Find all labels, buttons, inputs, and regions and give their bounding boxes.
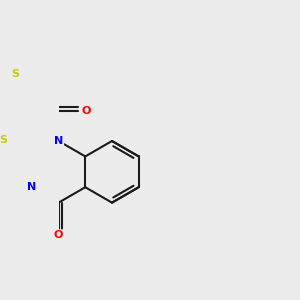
Text: O: O xyxy=(82,106,91,116)
Text: N: N xyxy=(54,136,63,146)
Text: S: S xyxy=(12,69,20,79)
Text: S: S xyxy=(0,135,8,145)
Text: N: N xyxy=(27,182,37,192)
Text: O: O xyxy=(54,230,63,240)
